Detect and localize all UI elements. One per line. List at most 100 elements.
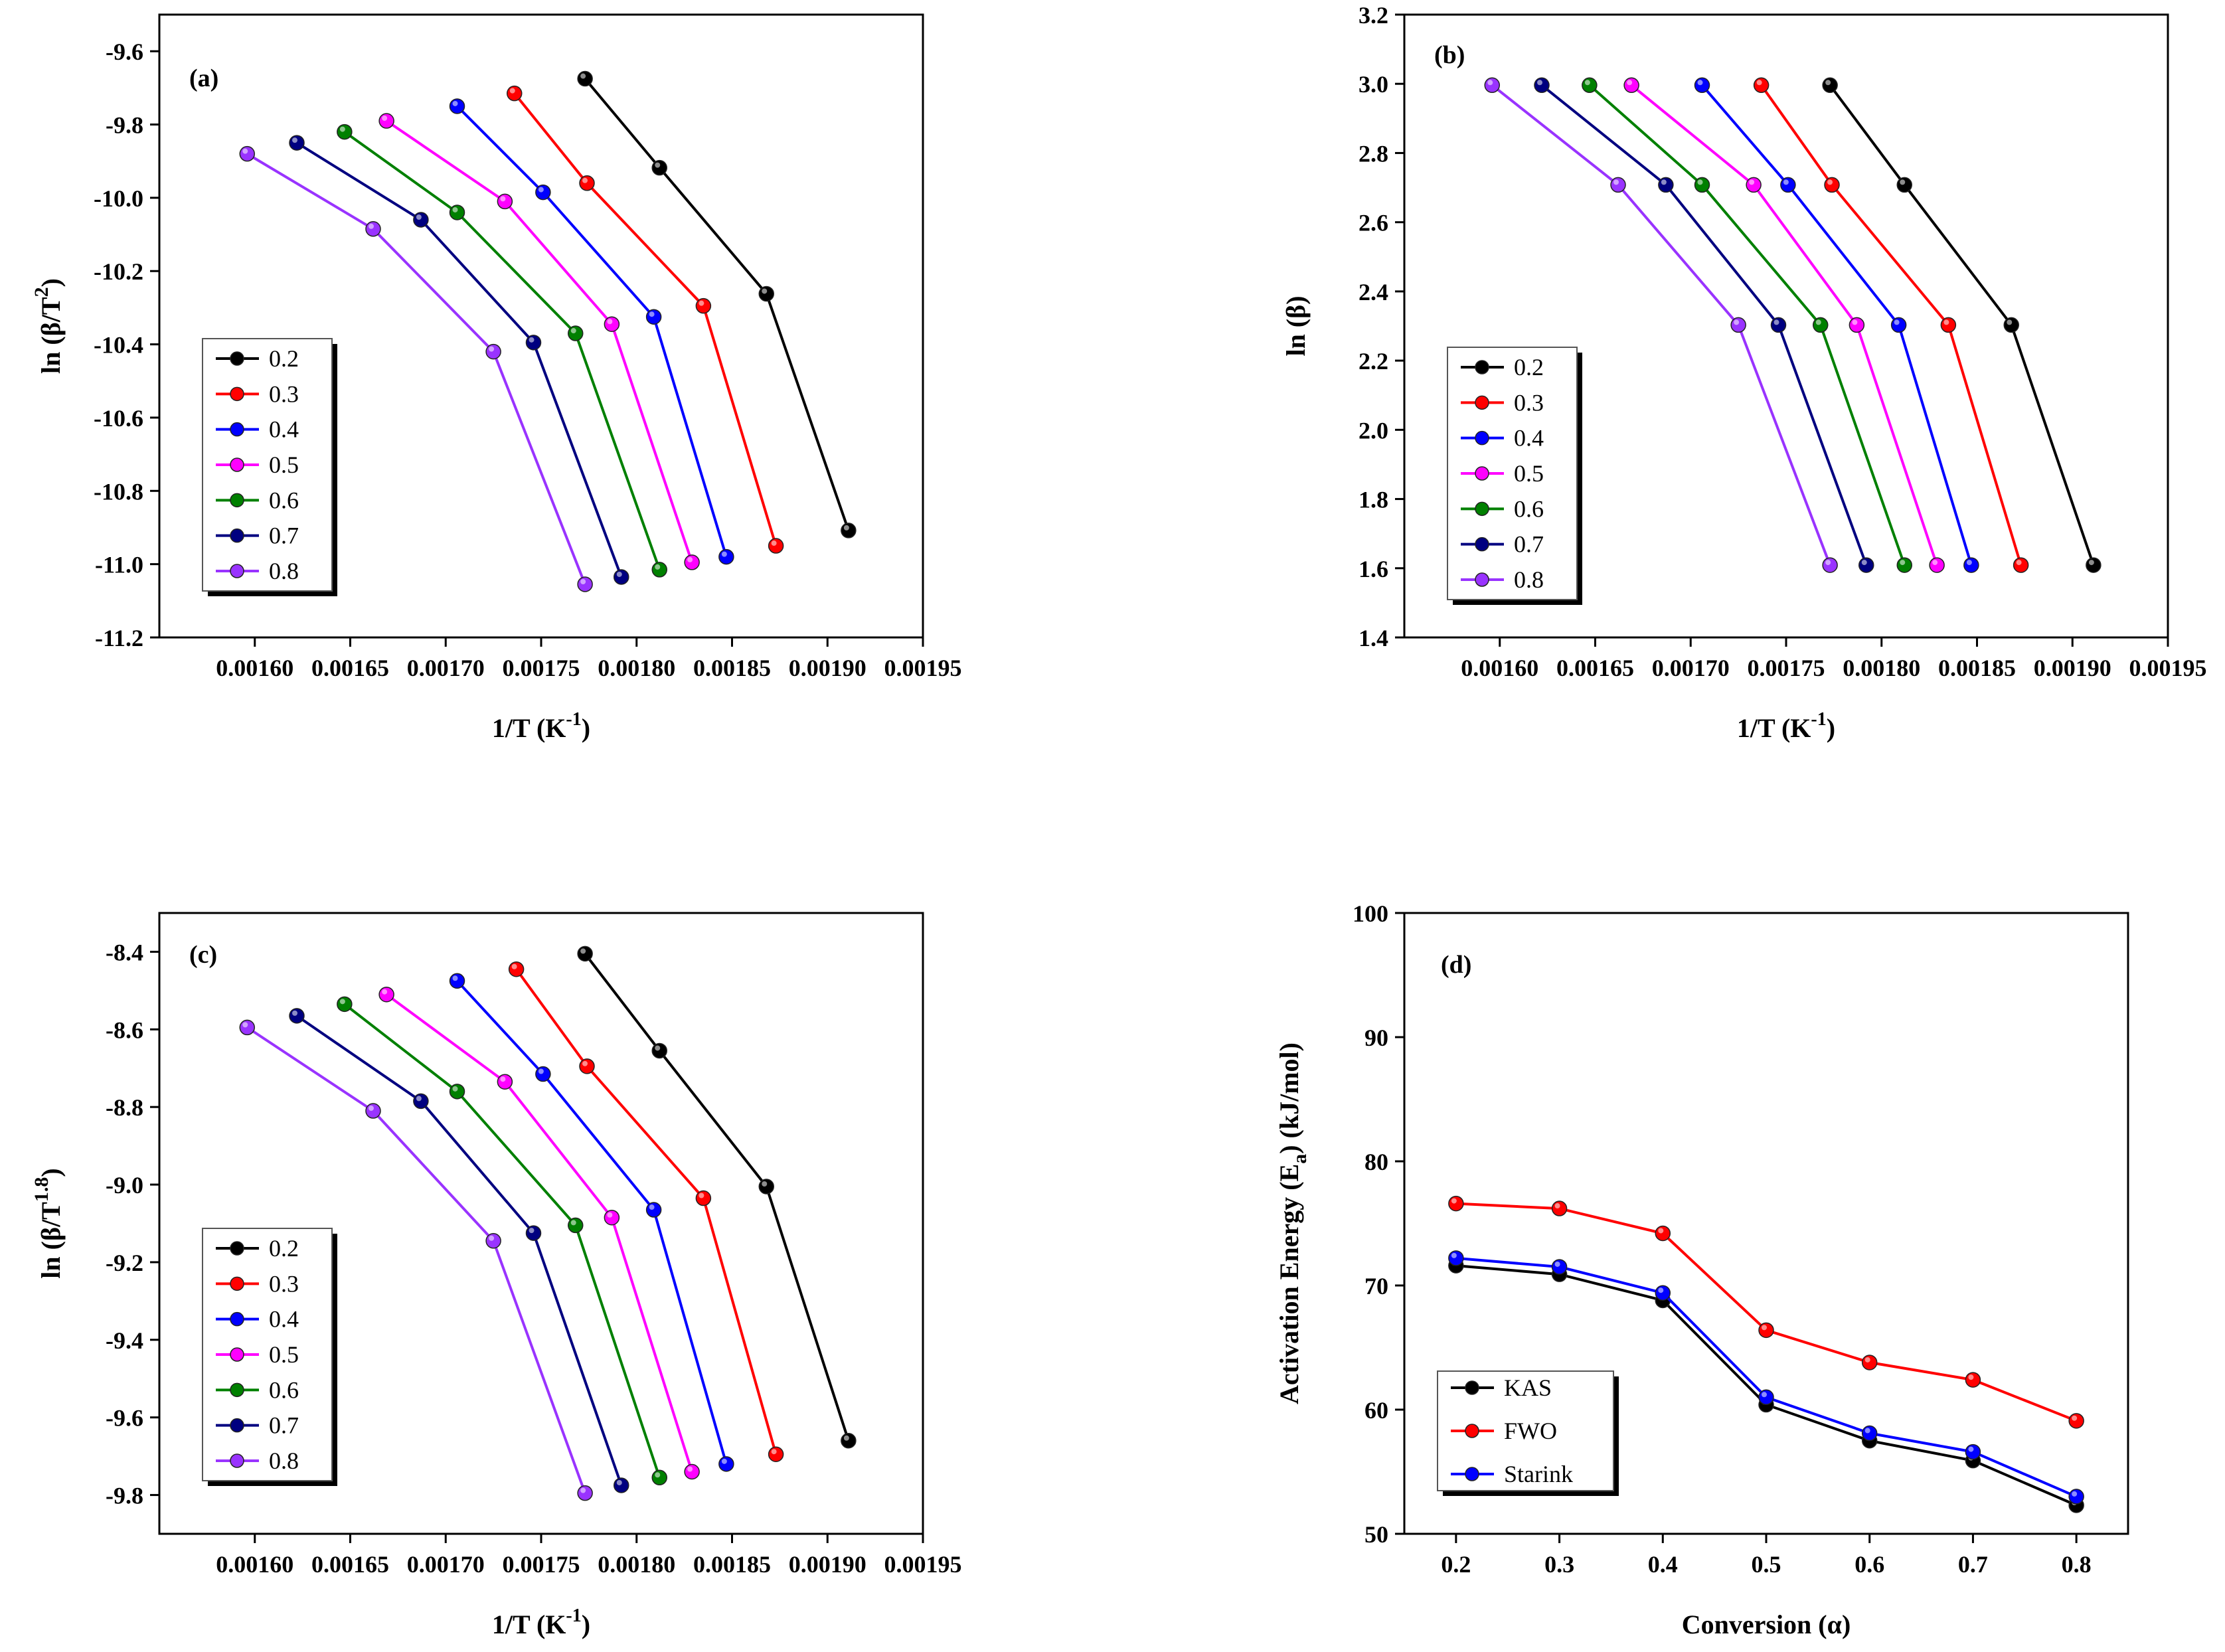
x-tick-label: 0.00160 xyxy=(216,655,293,681)
data-point-highlight xyxy=(1487,80,1493,86)
y-axis-label-main: ln (β/T xyxy=(36,1202,66,1279)
legend-label: 0.7 xyxy=(1514,531,1544,558)
data-point xyxy=(651,1042,667,1059)
data-point xyxy=(1858,557,1874,573)
data-point xyxy=(1940,317,1957,333)
x-axis-label-end: ) xyxy=(582,1610,590,1639)
chart-panel-a: 0.00160 0.00165 0.00170 0.00175 0.00180 0.001… xyxy=(31,13,962,743)
data-point-highlight xyxy=(500,1076,506,1082)
data-point xyxy=(1849,317,1865,333)
data-point-highlight xyxy=(1968,1374,1974,1380)
legend-item: 0.7 xyxy=(216,1412,299,1439)
data-point-highlight xyxy=(649,1204,655,1210)
data-point xyxy=(577,70,593,87)
series-0.4 xyxy=(1694,77,1979,573)
series-line xyxy=(456,979,728,1465)
series-0.7 xyxy=(289,1008,629,1493)
x-tick-label: 0.00190 xyxy=(789,655,866,681)
legend-marker xyxy=(230,386,244,402)
legend-item: 0.7 xyxy=(216,523,299,549)
series-0.8 xyxy=(239,1019,593,1501)
y-tick-label: 90 xyxy=(1364,1025,1388,1051)
data-point xyxy=(768,538,784,554)
legend-item: 0.2 xyxy=(1461,354,1544,380)
data-point-highlight xyxy=(721,1458,727,1464)
series-line xyxy=(246,152,586,585)
x-tick-label: 0.00195 xyxy=(884,655,962,681)
data-point xyxy=(651,562,667,578)
data-point xyxy=(579,175,595,191)
y-tick-label: -9.6 xyxy=(106,1405,143,1432)
x-tick-label: 0.2 xyxy=(1441,1551,1471,1578)
data-point xyxy=(525,335,542,351)
data-point-highlight xyxy=(1943,319,1949,325)
data-point xyxy=(768,1446,784,1462)
x-tick-label: 0.00170 xyxy=(1652,655,1730,681)
y-tick-label: -10.2 xyxy=(94,258,143,285)
data-point xyxy=(1896,177,1912,193)
y-tick-label: 1.6 xyxy=(1359,556,1388,582)
data-point-highlight xyxy=(1968,1446,1974,1452)
legend-item: Starink xyxy=(1451,1461,1573,1487)
data-point xyxy=(1623,77,1639,94)
data-point xyxy=(1758,1322,1774,1339)
panel-tag: (d) xyxy=(1441,951,1471,979)
y-axis-label-sup: 2 xyxy=(31,287,52,297)
series-line xyxy=(385,993,694,1473)
y-tick-label: 80 xyxy=(1364,1149,1388,1175)
data-point xyxy=(378,113,394,129)
y-axis-label-main: ln (β/T xyxy=(36,297,66,374)
data-point-highlight xyxy=(489,1235,495,1241)
x-axis-label-main: 1/T (K xyxy=(492,713,566,743)
data-point-highlight xyxy=(649,311,655,317)
data-point-highlight xyxy=(1627,80,1633,86)
series-line xyxy=(584,953,850,1442)
data-point xyxy=(684,1463,700,1480)
data-point-highlight xyxy=(1661,179,1667,185)
series-line xyxy=(513,92,778,546)
chart-panel-c: 0.00160 0.00165 0.00170 0.00175 0.00180 0.001… xyxy=(31,912,962,1639)
series-0.2 xyxy=(1822,77,2101,573)
y-tick-label: -10.0 xyxy=(94,185,143,212)
data-point-highlight xyxy=(1861,560,1867,566)
y-axis-label-main: Activation Energy (E xyxy=(1274,1164,1304,1404)
y-tick-label: -9.8 xyxy=(106,1483,143,1509)
data-point xyxy=(577,576,593,592)
legend-marker xyxy=(230,1276,244,1291)
data-point xyxy=(718,548,734,565)
series-0.6 xyxy=(337,996,667,1486)
data-point-highlight xyxy=(762,1181,768,1187)
legend-item: 0.4 xyxy=(216,416,299,443)
data-point-highlight xyxy=(762,288,768,294)
data-point-highlight xyxy=(1658,1287,1664,1293)
data-point-highlight xyxy=(538,1068,544,1074)
data-point xyxy=(1758,1389,1774,1406)
legend-marker xyxy=(230,1418,244,1433)
series-0.4 xyxy=(449,98,734,565)
series-line xyxy=(246,1026,586,1494)
legend-label: 0.6 xyxy=(269,487,299,513)
x-tick-label: 0.5 xyxy=(1752,1551,1781,1578)
data-point-highlight xyxy=(339,999,345,1005)
series-0.8 xyxy=(1484,77,1838,573)
data-point xyxy=(1655,1285,1671,1301)
data-point-highlight xyxy=(1966,560,1972,566)
data-point-highlight xyxy=(1900,560,1906,566)
legend-item: 0.7 xyxy=(1461,531,1544,558)
series-0.6 xyxy=(337,124,667,578)
data-point-highlight xyxy=(687,1466,693,1472)
data-point-highlight xyxy=(655,1045,661,1051)
data-point xyxy=(1694,77,1710,94)
legend-label: 0.6 xyxy=(269,1376,299,1403)
legend-item: 0.8 xyxy=(216,1447,299,1474)
data-point xyxy=(497,1074,513,1090)
legend-marker xyxy=(1475,501,1489,517)
data-point-highlight xyxy=(242,1022,248,1028)
x-tick-label: 0.00175 xyxy=(503,1551,580,1578)
data-point xyxy=(1890,317,1907,333)
data-point xyxy=(413,212,429,228)
data-point-highlight xyxy=(1756,80,1762,86)
data-point xyxy=(645,309,662,325)
legend: 0.2 0.3 0.4 0.5 0.6 0.7 0.8 xyxy=(1447,347,1582,605)
x-tick-label: 0.8 xyxy=(2062,1551,2092,1578)
